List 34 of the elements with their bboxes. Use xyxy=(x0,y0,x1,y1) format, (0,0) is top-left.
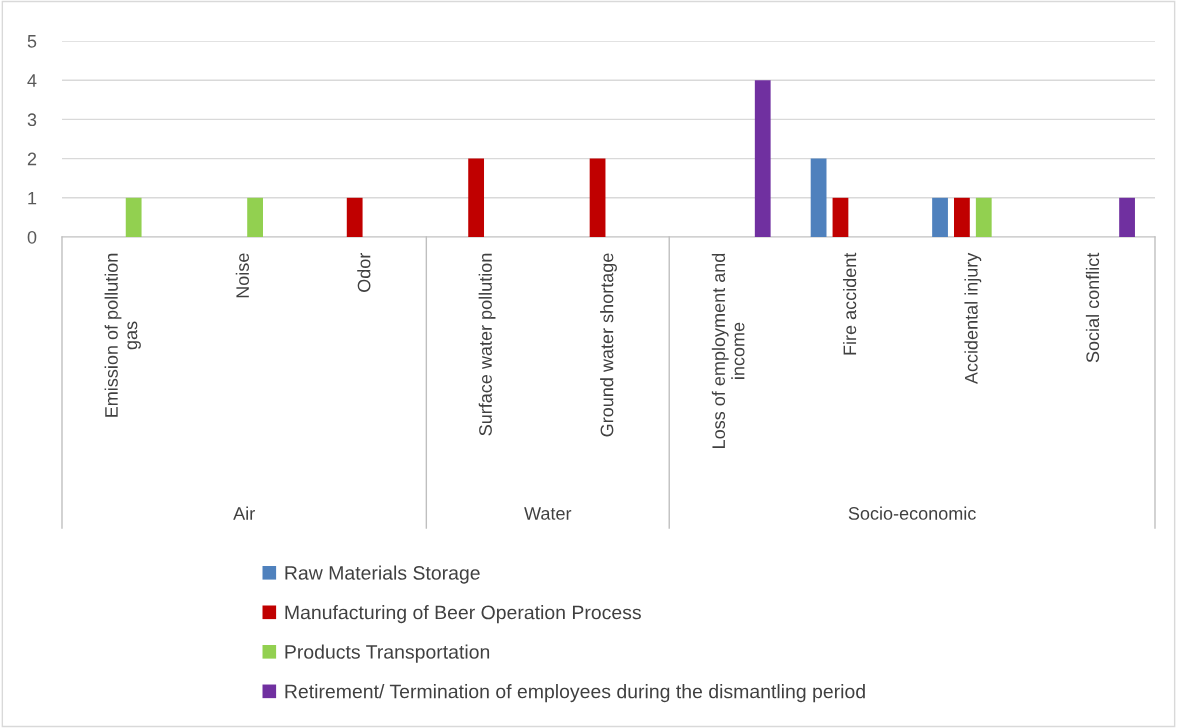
bar xyxy=(125,197,142,237)
bar xyxy=(346,197,363,237)
y-tick-label: 4 xyxy=(27,74,37,87)
y-tick-label: 3 xyxy=(27,113,37,127)
bar xyxy=(810,158,827,237)
x-tick-label: Accidental injury xyxy=(964,252,982,385)
text: Socio-economic xyxy=(848,506,976,520)
x-tick-label: Noise xyxy=(235,253,250,298)
bar xyxy=(1119,197,1135,237)
bar xyxy=(954,197,970,237)
x-tick-label: Odor xyxy=(357,252,371,292)
y-tick-label: 5 xyxy=(27,35,37,48)
text: Air xyxy=(233,506,255,520)
bar xyxy=(247,197,263,237)
x-tick-label: Ground water shortage xyxy=(600,253,617,437)
bar xyxy=(754,80,771,237)
legend-label: Products Transportation xyxy=(285,644,490,663)
x-tick-label: Emission of pollution gas xyxy=(104,253,141,417)
x-tick-label: Social conflict xyxy=(1085,252,1100,363)
x-tick-label: Loss of employment and income xyxy=(711,253,745,448)
bar xyxy=(975,197,992,237)
x-tick-label: Surface water pollution xyxy=(478,253,496,436)
bar xyxy=(589,158,606,237)
text: Water xyxy=(524,507,572,520)
bar xyxy=(468,158,485,237)
y-tick-label: 2 xyxy=(27,152,37,166)
bar xyxy=(832,197,849,237)
bar xyxy=(932,197,948,237)
y-tick-label: 1 xyxy=(28,191,37,205)
legend-label: Raw Materials Storage xyxy=(285,565,480,584)
y-tick-label: 0 xyxy=(27,230,37,244)
legend-label: Retirement/ Termination of employees during the dismantling period xyxy=(285,684,865,703)
legend-label: Manufacturing of Beer Operation Process xyxy=(285,605,641,624)
x-tick-label: Fire accident xyxy=(842,252,857,355)
